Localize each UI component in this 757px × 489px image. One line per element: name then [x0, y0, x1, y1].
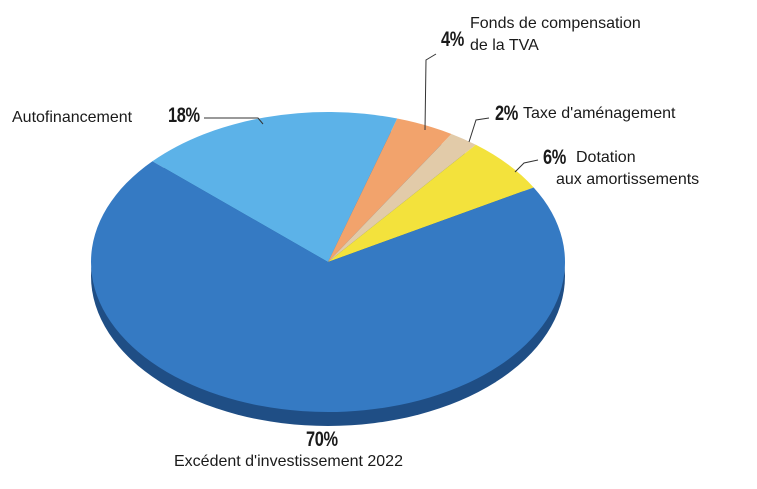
page: {"chart_data": {"type": "pie", "categori…	[0, 0, 757, 489]
category-label: Excédent d'investissement 2022	[174, 451, 403, 473]
chart	[0, 0, 757, 489]
value-label: 70%	[306, 428, 338, 452]
leader-line	[515, 160, 538, 172]
pie	[91, 112, 565, 426]
category-label: Taxe d'aménagement	[523, 103, 675, 125]
category-label: Dotation aux amortissements	[556, 147, 746, 191]
value-label: 2%	[495, 102, 518, 126]
value-label: 4%	[441, 28, 464, 52]
value-label: 18%	[168, 104, 200, 128]
leader-line	[425, 54, 436, 130]
leader-line	[469, 118, 489, 142]
category-label: Fonds de compensation de la TVA	[470, 13, 641, 57]
category-label: Autofinancement	[12, 107, 132, 129]
